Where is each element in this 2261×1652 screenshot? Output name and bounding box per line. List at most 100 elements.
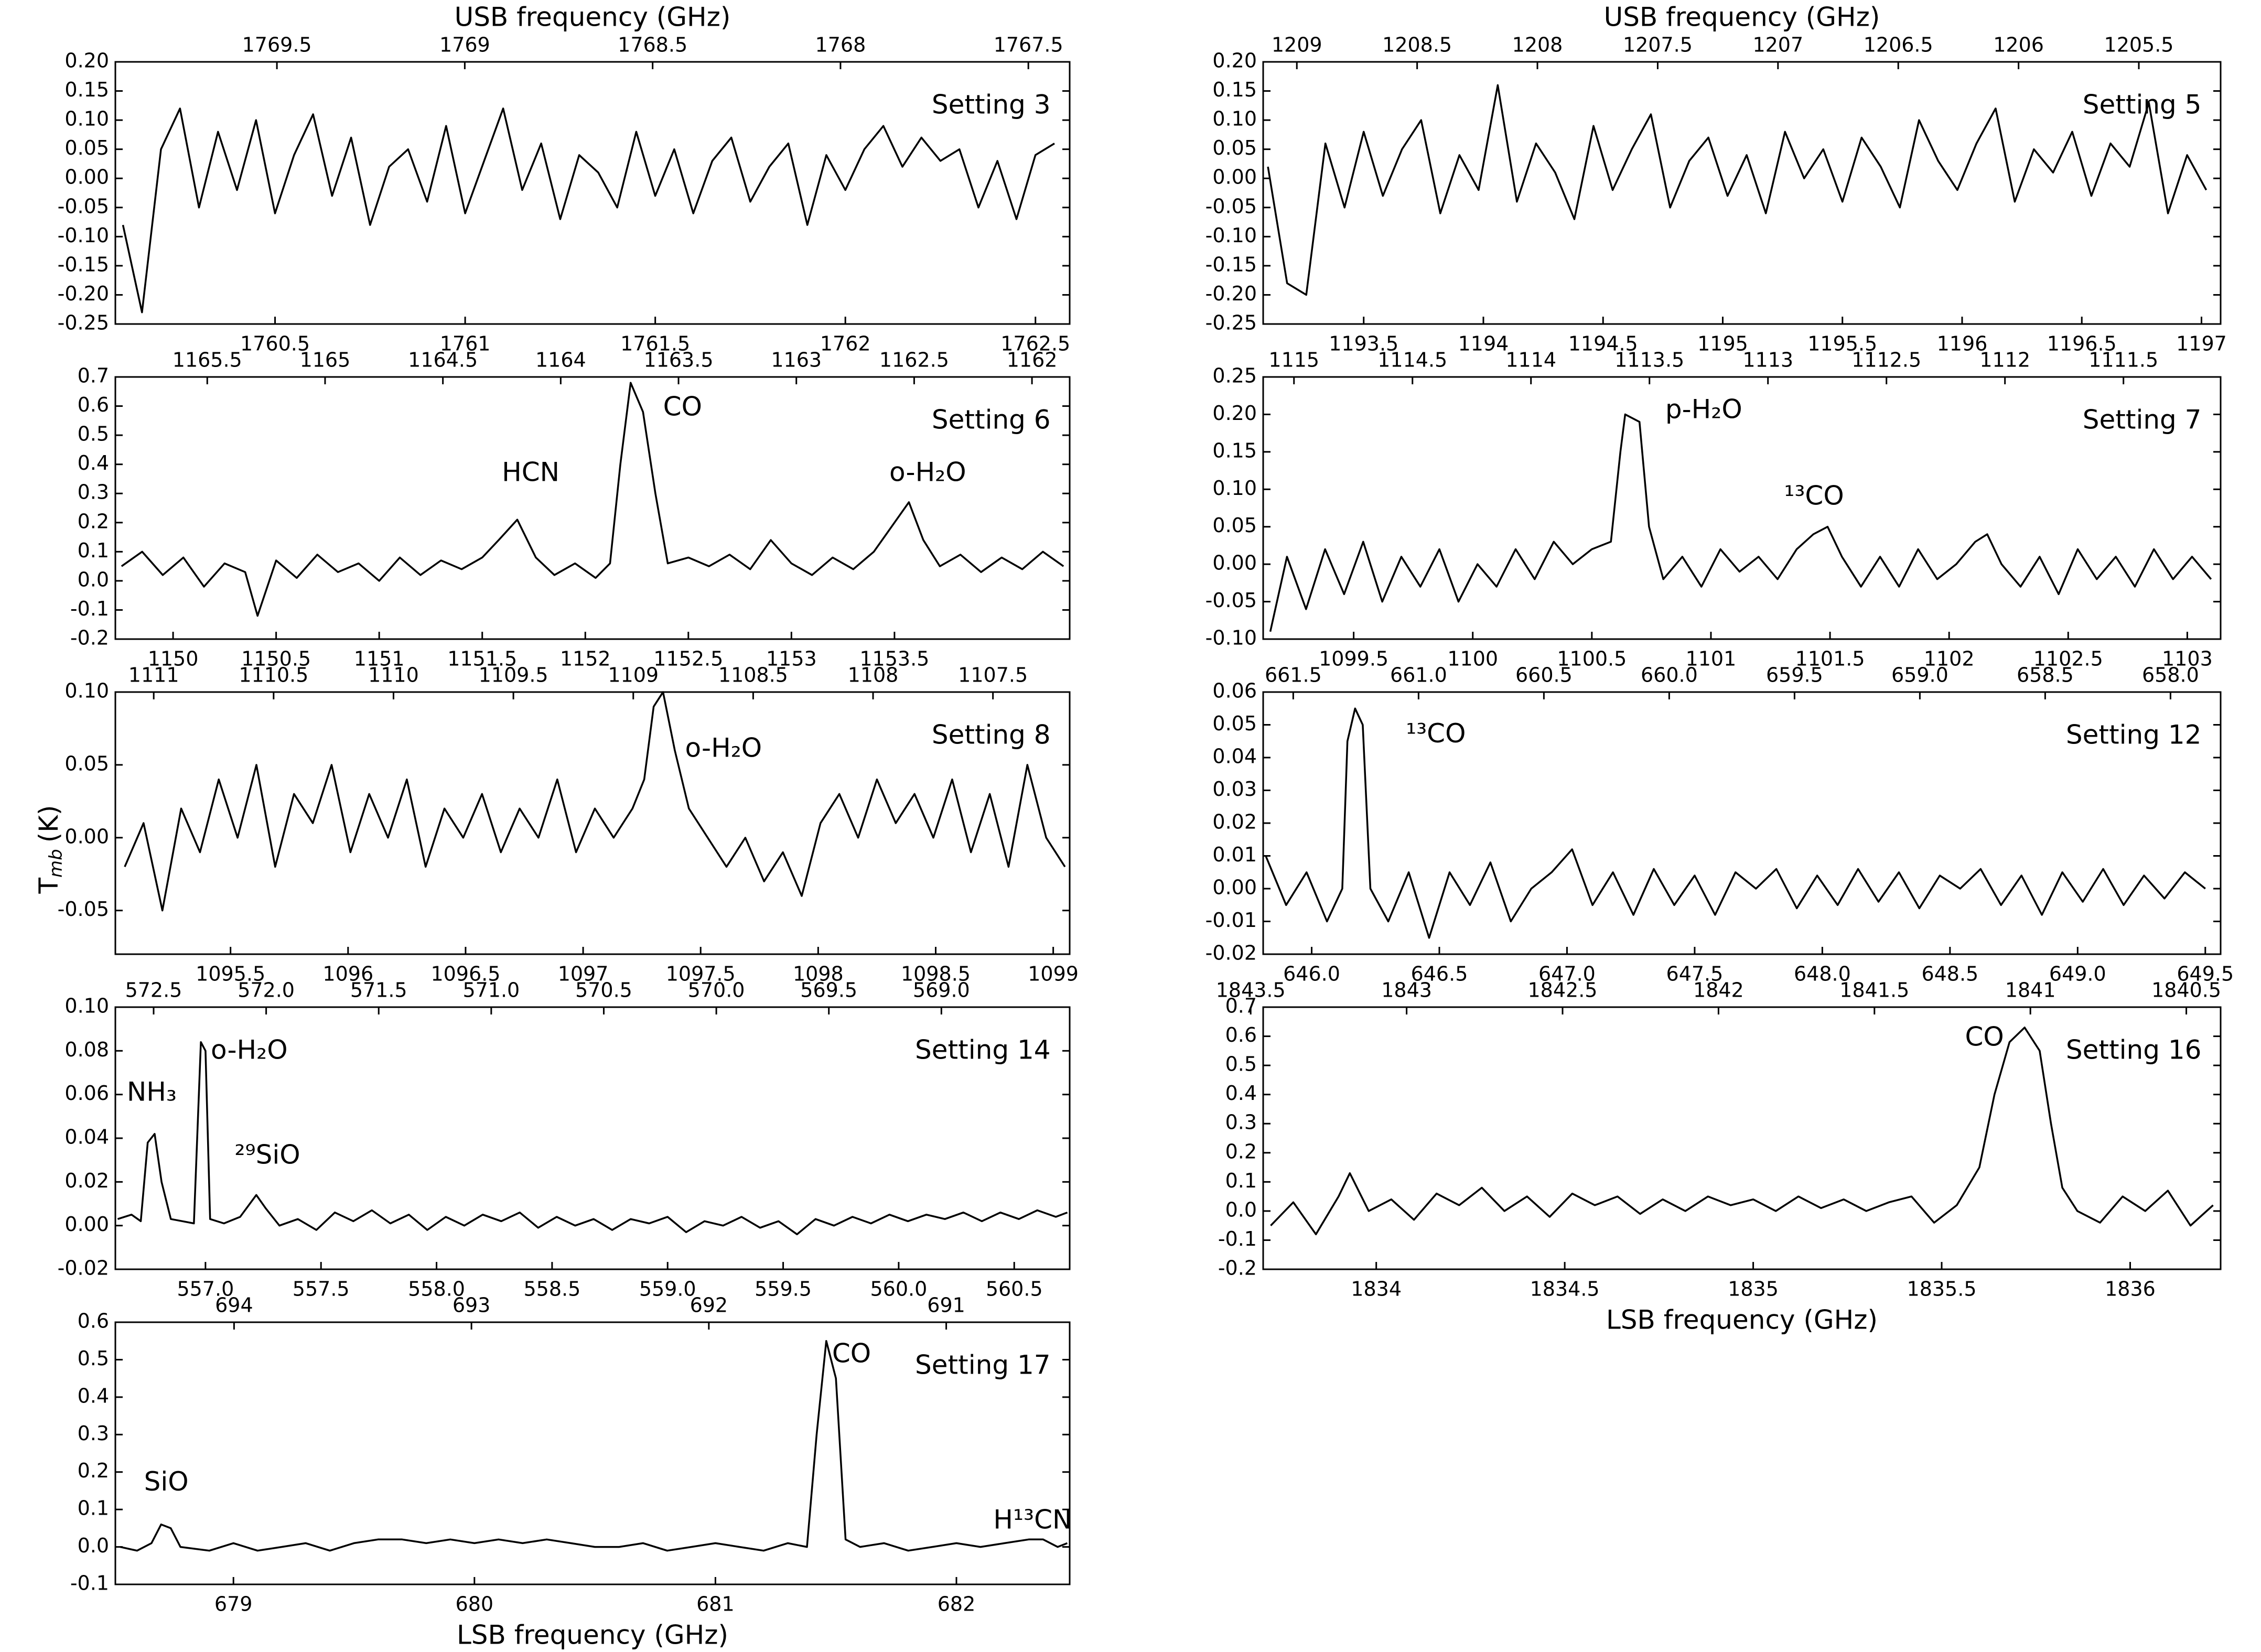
x2-tick-label: 1206 — [1993, 34, 2044, 57]
line-annotation: ²⁹SiO — [235, 1140, 300, 1170]
plot-frame — [114, 1321, 1071, 1585]
y-tick-label: 0.04 — [1212, 745, 1257, 768]
x2-tick-label: 1164 — [535, 349, 586, 372]
x2-tick-label: 571.0 — [462, 979, 520, 1002]
y-tick-label: 0.0 — [78, 568, 109, 591]
y-axis-label: Tmb (K) — [34, 805, 67, 894]
y-tick-label: 0.2 — [78, 1459, 109, 1482]
x-tick-label: 1098 — [793, 963, 844, 986]
spectrum-line — [122, 107, 1055, 314]
x-tick-label: 648.5 — [1921, 963, 1978, 986]
x-tick-label: 1761.5 — [620, 332, 690, 355]
spectrum-line — [120, 1340, 1068, 1552]
x2-tick-label: 694 — [215, 1294, 253, 1317]
x2-tick-label: 658.5 — [2017, 664, 2074, 687]
setting-label: Setting 8 — [932, 720, 1051, 750]
y-tick-label: 0.3 — [1225, 1111, 1257, 1134]
line-annotation: o-H₂O — [889, 457, 966, 488]
x-tick-label: 1100 — [1447, 647, 1498, 671]
y-tick-label: -0.25 — [58, 311, 109, 334]
y-tick-label: 0.06 — [1212, 679, 1257, 703]
x-tick-label: 1099.5 — [1319, 647, 1388, 671]
x-tick-label: 1193.5 — [1329, 332, 1398, 355]
x2-axis-label: USB frequency (GHz) — [455, 2, 731, 33]
x-tick-label: 647.0 — [1538, 963, 1596, 986]
y-label-subscript: mb — [46, 849, 67, 878]
x2-tick-label: 569.0 — [913, 979, 970, 1002]
y-tick-label: -0.05 — [58, 195, 109, 218]
x-tick-label: 1196.5 — [2047, 332, 2117, 355]
y-tick-label: 0.5 — [1225, 1053, 1257, 1076]
x-tick-label: 1096 — [322, 963, 373, 986]
y-tick-label: 0.05 — [1212, 136, 1257, 159]
y-tick-label: 0.04 — [64, 1126, 109, 1149]
y-tick-label: 0.7 — [1225, 995, 1257, 1018]
y-tick-label: -0.01 — [1205, 909, 1257, 932]
x-tick-label: 1834.5 — [1530, 1278, 1600, 1301]
x2-tick-label: 1113.5 — [1614, 349, 1684, 372]
setting-label: Setting 6 — [932, 405, 1051, 435]
x-axis-label: LSB frequency (GHz) — [1606, 1305, 1878, 1335]
line-annotation: o-H₂O — [685, 733, 762, 763]
y-tick-label: 0.00 — [64, 166, 109, 189]
x2-tick-label: 1111.5 — [2088, 349, 2158, 372]
x2-tick-label: 570.5 — [575, 979, 632, 1002]
x-tick-label: 558.0 — [408, 1278, 465, 1301]
panel: -0.02 0.00 0.02 0.04 0.06 0.08 0.10 557.0 557.5 5… — [58, 979, 1071, 1301]
y-tick-label: 0.01 — [1212, 843, 1257, 866]
x2-tick-label: 1114.5 — [1377, 349, 1447, 372]
panel: -0.05 0.00 0.05 0.10 1095.5 1096 1096.5 1097 109… — [34, 664, 1079, 986]
x2-tick-label: 572.0 — [238, 979, 295, 1002]
setting-label: Setting 7 — [2083, 405, 2202, 435]
y-tick-label: -0.10 — [1205, 627, 1257, 650]
x-tick-label: 1096.5 — [430, 963, 500, 986]
x-tick-label: 1194 — [1458, 332, 1509, 355]
x2-tick-label: 1107.5 — [958, 664, 1028, 687]
line-annotation: ¹³CO — [1784, 481, 1844, 511]
x2-tick-label: 1767.5 — [994, 34, 1063, 57]
x2-tick-label: 1108 — [848, 664, 899, 687]
y-tick-label: -0.25 — [1205, 311, 1257, 334]
y-tick-label: 0.25 — [1212, 364, 1257, 387]
x-tick-label: 1103 — [2162, 647, 2213, 671]
x2-tick-label: 660.0 — [1641, 664, 1698, 687]
line-annotation: o-H₂O — [211, 1035, 288, 1065]
y-tick-label: -0.02 — [58, 1257, 109, 1280]
x2-tick-label: 570.0 — [688, 979, 745, 1002]
x2-tick-label: 1769 — [439, 34, 490, 57]
x2-tick-label: 1108.5 — [718, 664, 788, 687]
x2-tick-label: 1209 — [1272, 34, 1322, 57]
x2-tick-label: 1205.5 — [2104, 34, 2174, 57]
spectrum-line — [117, 1041, 1068, 1236]
x-tick-label: 1098.5 — [901, 963, 971, 986]
x-tick-label: 1102.5 — [2033, 647, 2103, 671]
y-tick-label: 0.05 — [64, 136, 109, 159]
x-tick-label: 646.0 — [1283, 963, 1340, 986]
y-label-symbol: T — [34, 878, 64, 894]
x-tick-label: 1761 — [440, 332, 491, 355]
x2-tick-label: 658.0 — [2142, 664, 2199, 687]
x-tick-label: 649.5 — [2177, 963, 2234, 986]
panel: -0.25 -0.20 -0.15 -0.10 -0.05 0.00 0.05 0.10 0.1… — [58, 2, 1071, 355]
x2-tick-label: 1163.5 — [644, 349, 714, 372]
panel: -0.1 0.0 0.1 0.2 0.3 0.4 0.5 0.6 679 680 681 682 694… — [70, 1294, 1072, 1650]
y-tick-label: -0.20 — [1205, 282, 1257, 305]
line-annotation: SiO — [144, 1466, 189, 1497]
plot-frame — [1262, 1006, 2222, 1270]
y-tick-label: 0.00 — [1212, 876, 1257, 899]
y-tick-label: 0.10 — [64, 107, 109, 131]
x2-tick-label: 1206.5 — [1864, 34, 1933, 57]
y-tick-label: -0.10 — [1205, 224, 1257, 247]
x-axis-label: LSB frequency (GHz) — [457, 1620, 728, 1650]
x-tick-label: 680 — [456, 1593, 494, 1616]
y-tick-label: -0.05 — [58, 898, 109, 921]
y-tick-label: 0.1 — [78, 1497, 109, 1520]
y-label-unit: (K) — [34, 805, 64, 843]
y-tick-label: 0.5 — [78, 423, 109, 446]
x-tick-label: 1834 — [1351, 1278, 1402, 1301]
x-tick-label: 682 — [938, 1593, 976, 1616]
x2-tick-label: 1164.5 — [408, 349, 478, 372]
x2-tick-label: 1165 — [300, 349, 351, 372]
y-tick-label: 0.05 — [1212, 712, 1257, 735]
spectrum-line — [1267, 84, 2208, 296]
